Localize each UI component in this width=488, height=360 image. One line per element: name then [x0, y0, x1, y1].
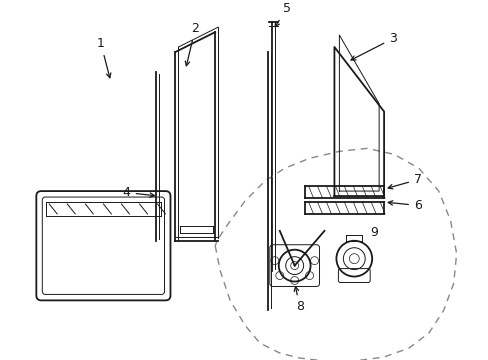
- Text: 6: 6: [387, 199, 421, 212]
- Text: 4: 4: [122, 186, 154, 199]
- Text: 8: 8: [294, 287, 303, 313]
- Text: 7: 7: [387, 173, 421, 189]
- Text: 5: 5: [275, 2, 290, 27]
- Text: 2: 2: [185, 22, 199, 66]
- Text: 3: 3: [350, 32, 396, 60]
- Text: 9: 9: [369, 226, 377, 239]
- FancyBboxPatch shape: [36, 191, 170, 300]
- Text: 1: 1: [97, 37, 111, 78]
